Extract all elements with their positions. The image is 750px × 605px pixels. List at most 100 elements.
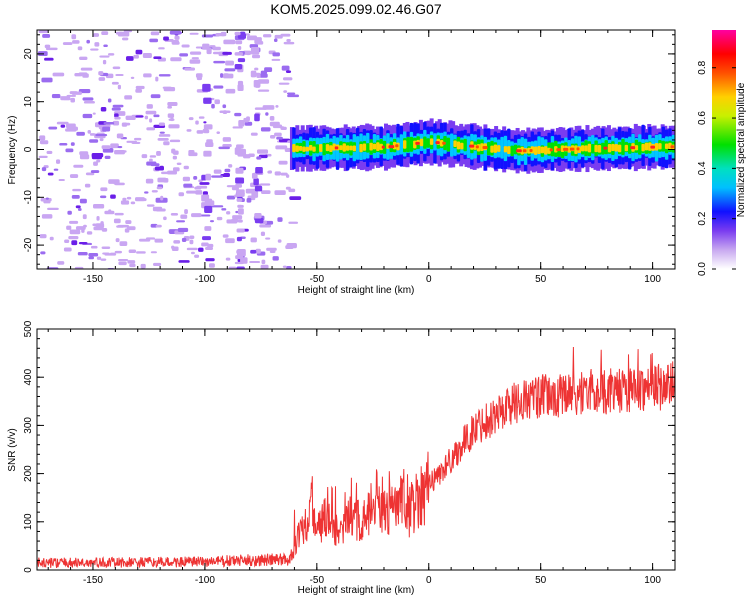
noise-speckle	[235, 32, 241, 35]
noise-speckle	[222, 52, 232, 55]
noise-speckle	[219, 110, 230, 113]
noise-speckle	[202, 84, 210, 92]
noise-speckle	[289, 244, 297, 248]
noise-speckle	[100, 259, 106, 261]
noise-speckle	[218, 147, 230, 149]
signal-band-cell	[322, 143, 325, 155]
signal-hotspot	[415, 142, 419, 145]
noise-speckle	[238, 58, 245, 62]
spectrogram-y-tick-label: 20	[23, 48, 34, 60]
noise-speckle	[283, 90, 287, 93]
noise-speckle	[252, 55, 260, 58]
noise-speckle	[63, 98, 71, 100]
noise-speckle	[118, 146, 123, 148]
noise-speckle	[268, 170, 272, 173]
noise-speckle	[172, 40, 179, 44]
snr-y-tick-label: 400	[23, 368, 34, 385]
noise-speckle	[180, 215, 187, 219]
noise-speckle	[118, 259, 128, 261]
noise-speckle	[97, 257, 101, 260]
signal-band-cell	[457, 141, 460, 149]
noise-speckle	[250, 250, 256, 254]
noise-speckle	[238, 46, 241, 50]
noise-speckle	[118, 262, 126, 266]
noise-speckle	[158, 47, 165, 49]
noise-speckle	[47, 151, 53, 154]
noise-speckle	[167, 102, 177, 106]
noise-speckle	[129, 264, 135, 268]
noise-speckle	[110, 143, 119, 148]
snr-x-tick-label: -150	[83, 575, 103, 586]
noise-speckle	[231, 219, 239, 222]
noise-speckle	[114, 183, 124, 186]
noise-speckle	[289, 196, 301, 200]
noise-speckle	[223, 173, 230, 177]
noise-speckle	[274, 38, 278, 42]
noise-speckle	[161, 172, 172, 174]
noise-speckle	[71, 240, 77, 245]
signal-band-cell	[675, 137, 678, 154]
noise-speckle	[163, 141, 169, 145]
noise-speckle	[217, 217, 223, 220]
noise-speckle	[238, 81, 243, 86]
noise-speckle	[146, 111, 157, 115]
noise-speckle	[134, 138, 141, 140]
noise-speckle	[204, 226, 211, 231]
noise-speckle	[160, 196, 163, 201]
noise-speckle	[254, 80, 261, 87]
noise-speckle	[42, 167, 46, 171]
noise-speckle	[71, 34, 76, 39]
noise-speckle	[94, 42, 99, 47]
noise-speckle	[127, 116, 131, 120]
noise-speckle	[45, 45, 50, 48]
noise-speckle	[125, 220, 131, 224]
noise-speckle	[286, 187, 291, 190]
signal-band-cell	[406, 137, 409, 152]
noise-speckle	[67, 211, 71, 215]
noise-speckle	[126, 141, 137, 143]
noise-speckle	[190, 240, 194, 245]
noise-speckle	[79, 57, 87, 60]
noise-speckle	[223, 234, 229, 237]
noise-speckle	[287, 94, 299, 97]
signal-band-cell	[349, 146, 352, 151]
noise-speckle	[115, 74, 123, 76]
noise-speckle	[173, 156, 177, 160]
signal-band-cell	[621, 139, 624, 155]
noise-speckle	[214, 99, 219, 104]
noise-speckle	[168, 113, 174, 118]
signal-band-cell	[490, 146, 493, 153]
noise-speckle	[261, 127, 271, 131]
signal-hotspot	[395, 144, 398, 147]
noise-speckle	[187, 129, 192, 132]
noise-speckle	[182, 238, 186, 242]
noise-speckle	[116, 225, 124, 227]
signal-band-cell	[292, 144, 295, 152]
noise-speckle	[255, 186, 262, 192]
noise-speckle	[211, 175, 223, 177]
snr-y-tick-label: 500	[23, 320, 34, 337]
noise-speckle	[179, 53, 188, 56]
signal-hotspot	[442, 142, 446, 145]
signal-band-cell	[618, 145, 621, 153]
signal-band-cell	[343, 143, 346, 151]
noise-speckle	[98, 71, 103, 75]
noise-speckle	[152, 190, 158, 192]
noise-speckle	[61, 125, 66, 128]
noise-speckle	[260, 183, 270, 185]
noise-speckle	[72, 189, 81, 191]
noise-speckle	[149, 159, 153, 162]
noise-speckle	[68, 236, 78, 239]
noise-speckle	[41, 78, 52, 83]
noise-speckle	[43, 201, 50, 204]
noise-speckle	[156, 151, 161, 156]
noise-speckle	[237, 149, 246, 157]
noise-speckle	[256, 156, 261, 159]
noise-speckle	[178, 228, 188, 232]
snr-x-axis-label: Height of straight line (km)	[298, 585, 415, 596]
signal-band-cell	[665, 143, 668, 149]
noise-speckle	[153, 115, 159, 118]
noise-speckle	[205, 247, 213, 250]
noise-speckle	[81, 68, 93, 71]
noise-speckle	[274, 133, 282, 137]
